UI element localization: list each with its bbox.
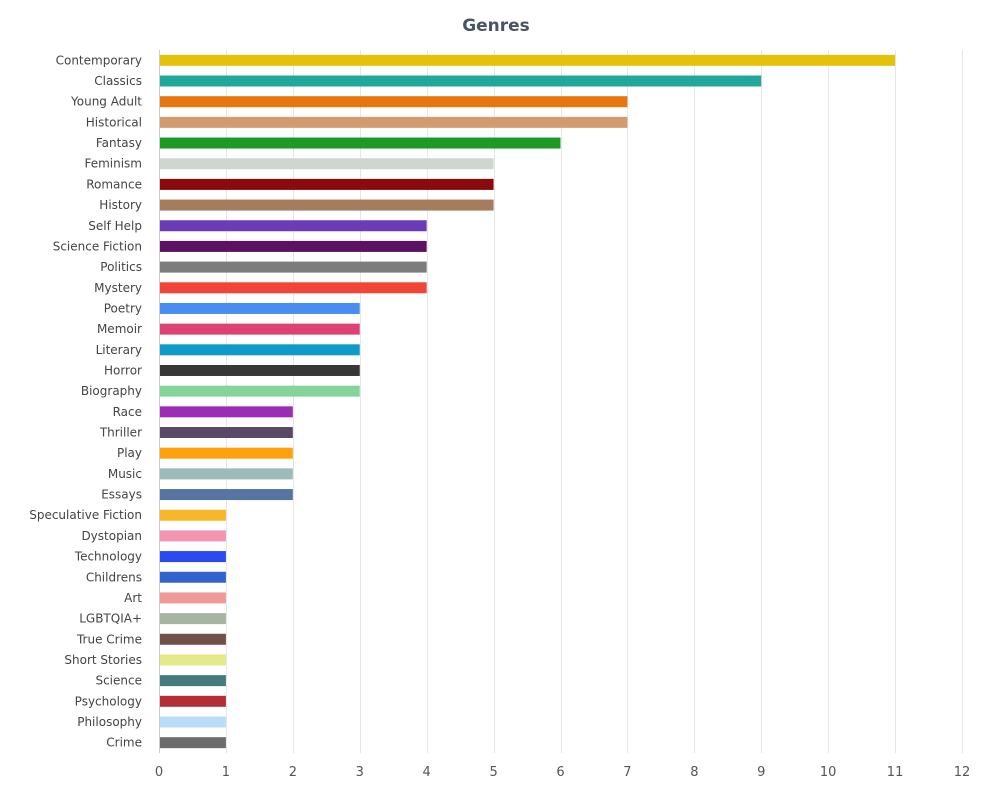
category-label: Philosophy [77,715,142,729]
bar-music[interactable] [160,468,293,480]
bar-self-help[interactable] [160,220,427,232]
bar-contemporary[interactable] [160,54,896,66]
x-tick-label: 0 [155,765,163,780]
bar-horror[interactable] [160,364,360,376]
bar-crime[interactable] [160,737,226,749]
category-label: Psychology [75,694,142,708]
category-labels: Contemporary Classics Young Adult Historica… [29,53,142,749]
bar-childrens[interactable] [160,571,226,583]
bar-young-adult[interactable] [160,96,628,108]
category-label: Young Adult [70,95,142,109]
bar-thriller[interactable] [160,427,293,439]
category-label: Classics [94,74,142,88]
grid-lines [159,50,963,753]
x-tick-label: 7 [623,765,631,780]
bar-literary[interactable] [160,344,360,356]
x-tick-label: 2 [289,765,297,780]
x-tick-label: 3 [356,765,364,780]
bar-dystopian[interactable] [160,530,226,542]
bar-history[interactable] [160,199,494,211]
bar-philosophy[interactable] [160,716,226,728]
category-label: Historical [86,115,142,129]
bar-historical[interactable] [160,116,628,128]
category-label: Science Fiction [53,239,142,253]
category-label: Memoir [97,322,142,336]
bar-science[interactable] [160,675,226,687]
bar-play[interactable] [160,447,293,459]
category-label: Speculative Fiction [29,508,142,522]
category-label: Horror [104,363,142,377]
bar-speculative-fiction[interactable] [160,509,226,521]
category-label: Technology [74,550,142,564]
bar-true-crime[interactable] [160,633,226,645]
x-tick-label: 8 [690,765,698,780]
x-tick-label: 11 [887,765,904,780]
x-tick-label: 9 [757,765,765,780]
category-label: Thriller [99,426,142,440]
category-label: Play [117,446,142,460]
category-label: Literary [96,343,142,357]
category-label: Short Stories [64,653,142,667]
x-tick-label: 4 [423,765,431,780]
category-label: Race [113,405,142,419]
category-label: Childrens [86,570,142,584]
bar-essays[interactable] [160,489,293,501]
x-axis-ticks: 0 1 2 3 4 5 6 7 8 9 10 11 12 [155,765,970,780]
category-label: Politics [100,260,142,274]
bar-fantasy[interactable] [160,137,561,149]
bar-memoir[interactable] [160,323,360,335]
chart-title: Genres [462,16,530,36]
x-tick-label: 12 [954,765,971,780]
bar-art[interactable] [160,592,226,604]
bar-feminism[interactable] [160,158,494,170]
bar-psychology[interactable] [160,695,226,707]
category-label: Poetry [104,301,142,315]
category-label: Crime [106,736,142,750]
category-label: Science [95,674,142,688]
x-tick-label: 5 [489,765,497,780]
category-label: Feminism [84,157,142,171]
bar-classics[interactable] [160,75,762,87]
category-label: True Crime [76,632,142,646]
bars [160,54,896,749]
bar-biography[interactable] [160,385,360,397]
bar-race[interactable] [160,406,293,418]
bar-romance[interactable] [160,178,494,190]
category-label: Self Help [88,219,142,233]
category-label: Art [124,591,142,605]
x-tick-label: 1 [222,765,230,780]
bar-mystery[interactable] [160,282,427,294]
category-label: Mystery [94,281,142,295]
category-label: Biography [81,384,142,398]
category-label: Music [108,467,142,481]
bar-poetry[interactable] [160,302,360,314]
x-tick-label: 6 [556,765,564,780]
bar-politics[interactable] [160,261,427,273]
bar-lgbtqia[interactable] [160,613,226,625]
bar-technology[interactable] [160,551,226,563]
bar-science-fiction[interactable] [160,240,427,252]
category-label: Essays [101,488,142,502]
category-label: History [99,198,142,212]
category-label: Dystopian [81,529,142,543]
category-label: LGBTQIA+ [79,612,142,626]
category-label: Contemporary [56,53,142,67]
category-label: Romance [86,177,142,191]
x-tick-label: 10 [820,765,837,780]
category-label: Fantasy [96,136,142,150]
bar-short-stories[interactable] [160,654,226,666]
